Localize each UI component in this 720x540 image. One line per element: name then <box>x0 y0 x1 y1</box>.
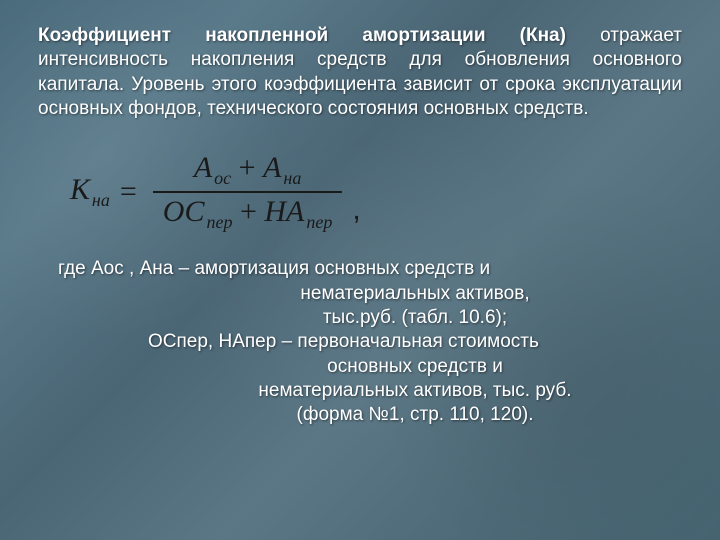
where-line-1c: тыс.руб. (табл. 10.6); <box>148 306 682 330</box>
where-line-1: где Аос , Ана – амортизация основных сре… <box>58 257 682 281</box>
numerator: Аос + Ана <box>184 149 312 191</box>
where-line-2c: нематериальных активов, тыс. руб. <box>148 379 682 403</box>
where-line-2: ОСпер, НАпер – первоначальная стоимость <box>148 330 682 354</box>
intro-paragraph: Коэффициент накопленной амортизации (Кна… <box>38 24 682 121</box>
where-block: где Аос , Ана – амортизация основных сре… <box>38 257 682 427</box>
where-line-2b: основных средств и <box>148 355 682 379</box>
trailing-comma: , <box>352 193 360 235</box>
formula-block: Кна = Аос + Ана ОСпер + НАпер , <box>70 149 682 235</box>
equals: = <box>120 175 137 209</box>
where-line-2d: (форма №1, стр. 110, 120). <box>148 403 682 427</box>
term-bold: Коэффициент накопленной амортизации (Кна… <box>38 25 566 46</box>
fraction: Аос + Ана ОСпер + НАпер <box>153 149 343 235</box>
where-line-1b: нематериальных активов, <box>148 282 682 306</box>
lhs: Кна <box>70 173 110 211</box>
denominator: ОСпер + НАпер <box>153 193 343 235</box>
formula: Кна = Аос + Ана ОСпер + НАпер <box>70 149 348 235</box>
